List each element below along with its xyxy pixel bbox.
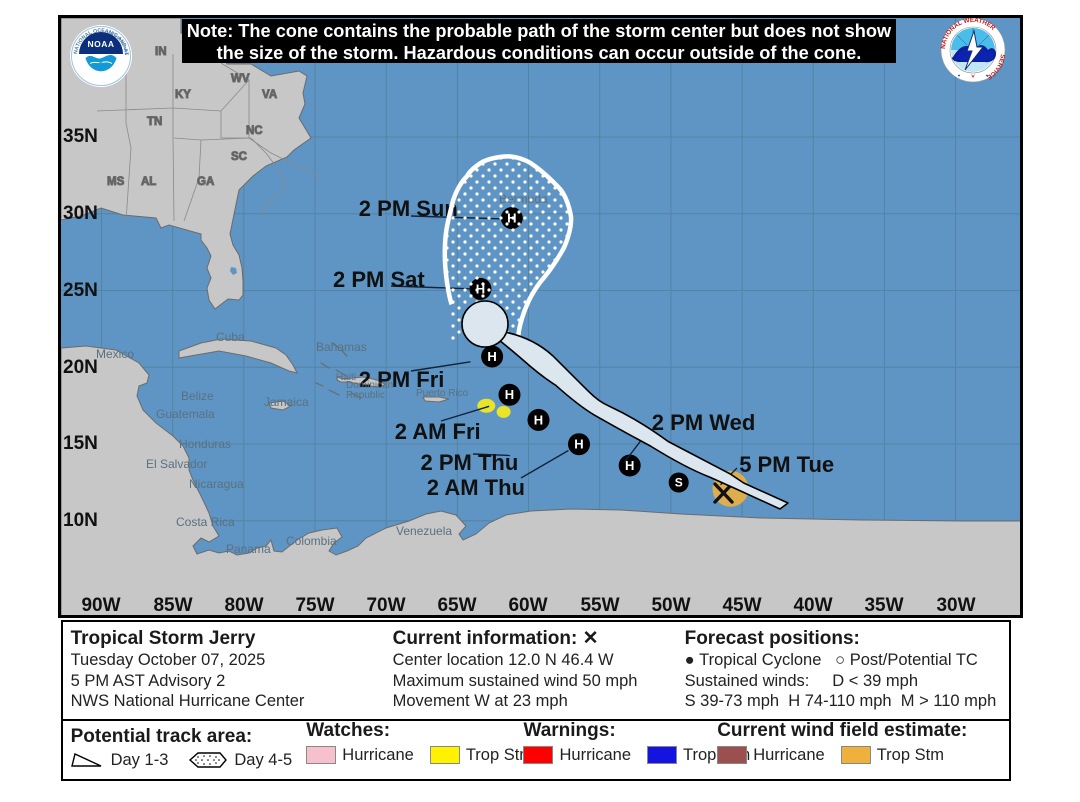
svg-text:15N: 15N [63, 433, 98, 454]
svg-text:GA: GA [197, 176, 214, 188]
svg-text:MS: MS [107, 176, 125, 188]
svg-text:55W: 55W [580, 595, 619, 616]
svg-text:Bahamas: Bahamas [316, 340, 367, 354]
svg-text:Puerto Rico: Puerto Rico [416, 388, 469, 399]
svg-text:Republic: Republic [346, 390, 385, 401]
svg-text:90W: 90W [81, 595, 120, 616]
svg-text:85W: 85W [153, 595, 192, 616]
svg-text:H: H [487, 349, 496, 364]
svg-text:40W: 40W [793, 595, 832, 616]
svg-text:NC: NC [246, 125, 263, 137]
svg-text:10N: 10N [63, 510, 98, 531]
svg-text:El Salvador: El Salvador [146, 457, 207, 471]
svg-text:Colombia: Colombia [286, 534, 337, 548]
svg-text:H: H [505, 387, 514, 402]
svg-text:2 PM Sun: 2 PM Sun [359, 196, 458, 221]
svg-text:Guatemala: Guatemala [156, 407, 215, 421]
svg-text:60W: 60W [508, 595, 547, 616]
svg-text:5 PM Tue: 5 PM Tue [739, 452, 834, 477]
svg-text:AL: AL [141, 176, 156, 188]
svg-text:70W: 70W [366, 595, 405, 616]
svg-text:Cuba: Cuba [216, 330, 245, 344]
svg-text:50W: 50W [651, 595, 690, 616]
svg-text:Nicaragua: Nicaragua [189, 477, 244, 491]
svg-text:Venezuela: Venezuela [396, 524, 452, 538]
svg-text:Belize: Belize [181, 389, 214, 403]
svg-text:S: S [675, 476, 683, 490]
svg-text:Honduras: Honduras [179, 437, 231, 451]
svg-text:2 PM Sat: 2 PM Sat [333, 267, 425, 292]
svg-text:IN: IN [155, 46, 167, 58]
svg-text:2 PM Wed: 2 PM Wed [652, 410, 756, 435]
svg-text:Panama: Panama [226, 542, 271, 556]
svg-text:45W: 45W [722, 595, 761, 616]
svg-text:25N: 25N [63, 280, 98, 301]
svg-text:2 AM Fri: 2 AM Fri [395, 419, 481, 444]
svg-text:Jamaica: Jamaica [264, 395, 309, 409]
svg-text:H: H [534, 412, 543, 427]
svg-text:Costa Rica: Costa Rica [176, 515, 235, 529]
svg-text:WV: WV [231, 73, 250, 85]
svg-text:80W: 80W [224, 595, 263, 616]
svg-text:30W: 30W [936, 595, 975, 616]
svg-text:2 PM Thu: 2 PM Thu [421, 450, 519, 475]
svg-text:35W: 35W [864, 595, 903, 616]
svg-text:TN: TN [147, 116, 162, 128]
svg-text:20N: 20N [63, 357, 98, 378]
svg-text:KY: KY [175, 89, 191, 101]
svg-text:30N: 30N [63, 203, 98, 224]
svg-text:35N: 35N [63, 126, 98, 147]
svg-text:2 AM Thu: 2 AM Thu [427, 475, 525, 500]
svg-text:VA: VA [262, 89, 277, 101]
svg-text:H: H [574, 437, 583, 452]
svg-text:SC: SC [231, 151, 247, 163]
svg-text:75W: 75W [295, 595, 334, 616]
svg-text:Mexico: Mexico [96, 347, 134, 361]
svg-text:65W: 65W [437, 595, 476, 616]
svg-text:NOAA: NOAA [88, 39, 115, 49]
